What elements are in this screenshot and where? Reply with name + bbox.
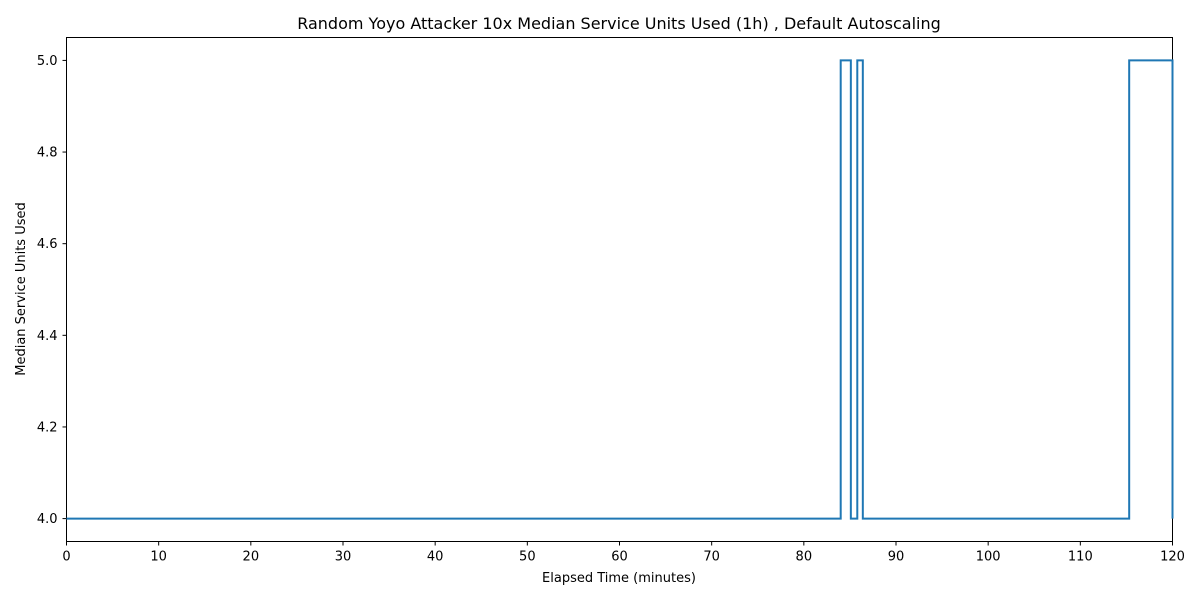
plot-area (66, 37, 1173, 542)
y-tick-label: 5.0 (37, 54, 58, 69)
x-tick-label: 100 (976, 550, 1001, 565)
y-axis: 4.0 4.2 4.4 4.6 4.8 5.0 (37, 54, 67, 527)
x-tick-label: 10 (150, 550, 167, 565)
x-tick-label: 120 (1160, 550, 1185, 565)
x-tick-label: 60 (611, 550, 628, 565)
y-tick-label: 4.4 (37, 329, 58, 344)
x-tick-label: 30 (335, 550, 352, 565)
chart-title: Random Yoyo Attacker 10x Median Service … (297, 14, 941, 33)
x-tick-label: 90 (888, 550, 905, 565)
x-tick-label: 50 (519, 550, 536, 565)
x-axis: 0 10 20 30 40 50 60 70 80 90 100 110 120 (62, 541, 1185, 565)
series-layer (66, 59, 1174, 520)
x-tick-label: 20 (243, 550, 260, 565)
series-line (66, 59, 1174, 520)
y-tick-label: 4.0 (37, 512, 58, 527)
y-axis-label: Median Service Units Used (14, 202, 29, 376)
x-tick-label: 40 (427, 550, 444, 565)
x-axis-label: Elapsed Time (minutes) (542, 571, 696, 586)
x-tick-label: 70 (703, 550, 720, 565)
x-tick-label: 110 (1068, 550, 1093, 565)
y-tick-label: 4.8 (37, 146, 58, 161)
y-tick-label: 4.2 (37, 420, 58, 435)
y-tick-label: 4.6 (37, 237, 58, 252)
x-tick-label: 80 (796, 550, 813, 565)
x-tick-label: 0 (62, 550, 70, 565)
